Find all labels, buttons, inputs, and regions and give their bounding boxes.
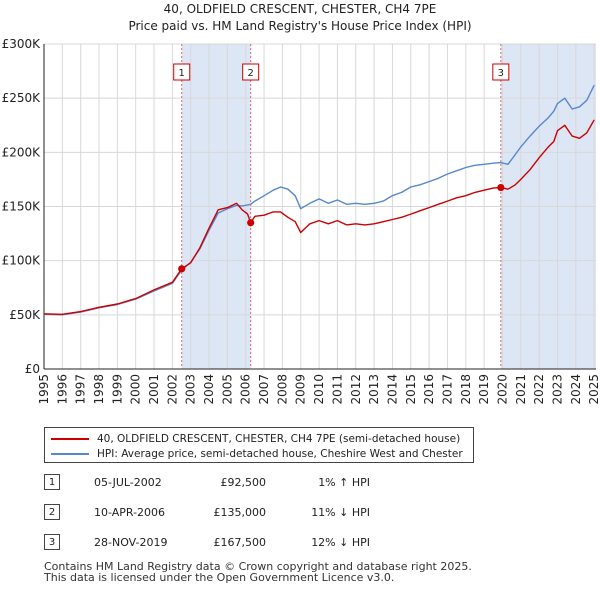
x-tick-label: 1999 bbox=[110, 374, 124, 405]
transaction-price: £167,500 bbox=[213, 536, 267, 549]
x-tick-label: 2013 bbox=[367, 374, 381, 405]
y-tick-label: £300K bbox=[2, 37, 42, 51]
x-tick-label: 2008 bbox=[275, 374, 289, 405]
x-tick-label: 2003 bbox=[184, 374, 198, 405]
y-tick-label: £200K bbox=[2, 145, 42, 159]
x-tick-label: 2024 bbox=[569, 374, 583, 405]
transaction-date: 05-JUL-2002 bbox=[94, 476, 162, 489]
x-tick-label: 2009 bbox=[294, 374, 308, 405]
chart-subtitle: Price paid vs. HM Land Registry's House … bbox=[128, 19, 471, 33]
x-tick-label: 2010 bbox=[312, 374, 326, 405]
x-tick-label: 2004 bbox=[202, 374, 216, 405]
y-tick-label: £100K bbox=[2, 254, 42, 268]
legend-label-property: 40, OLDFIELD CRESCENT, CHESTER, CH4 7PE … bbox=[97, 432, 461, 445]
x-tick-label: 2007 bbox=[257, 374, 271, 405]
x-tick-label: 2022 bbox=[532, 374, 546, 405]
legend-item-hpi: HPI: Average price, semi-detached house,… bbox=[51, 446, 467, 461]
footer-attribution: Contains HM Land Registry data © Crown c… bbox=[44, 561, 472, 583]
sale-point bbox=[178, 265, 186, 273]
transaction-badge: 2 bbox=[44, 504, 60, 520]
transaction-hpi-change: 1% ↑ HPI bbox=[318, 476, 370, 489]
x-tick-label: 2015 bbox=[404, 374, 418, 405]
x-tick-label: 1998 bbox=[92, 374, 106, 405]
transaction-price: £92,500 bbox=[220, 476, 267, 489]
x-tick-label: 2012 bbox=[349, 374, 363, 405]
transaction-hpi-change: 12% ↓ HPI bbox=[311, 536, 370, 549]
transaction-label: 1 bbox=[179, 68, 185, 79]
price-chart: 40, OLDFIELD CRESCENT, CHESTER, CH4 7PE … bbox=[2, 2, 600, 405]
sale-point bbox=[247, 219, 255, 227]
transaction-label: 3 bbox=[498, 68, 504, 79]
x-tick-label: 2006 bbox=[239, 374, 253, 405]
x-tick-label: 2021 bbox=[514, 374, 528, 405]
x-tick-label: 2005 bbox=[220, 374, 234, 405]
x-tick-label: 2018 bbox=[459, 374, 473, 405]
transaction-badge: 1 bbox=[44, 474, 60, 490]
y-tick-label: £150K bbox=[2, 200, 42, 214]
x-tick-label: 1995 bbox=[37, 374, 51, 405]
transaction-label-box bbox=[242, 63, 260, 81]
x-tick-label: 2014 bbox=[385, 374, 399, 405]
y-tick-label: £50K bbox=[9, 308, 41, 322]
legend-swatch-property bbox=[51, 437, 89, 440]
legend-label-hpi: HPI: Average price, semi-detached house,… bbox=[97, 447, 463, 460]
legend-item-property: 40, OLDFIELD CRESCENT, CHESTER, CH4 7PE … bbox=[51, 431, 467, 446]
y-tick-label: £250K bbox=[2, 91, 42, 105]
footer-line-2: This data is licensed under the Open Gov… bbox=[44, 571, 395, 584]
x-tick-label: 2011 bbox=[330, 374, 344, 405]
series-line-property bbox=[43, 119, 595, 315]
chart-legend: 40, OLDFIELD CRESCENT, CHESTER, CH4 7PE … bbox=[44, 427, 474, 463]
y-tick-label: £0 bbox=[25, 362, 40, 376]
x-tick-label: 2017 bbox=[440, 374, 454, 405]
chart-title: 40, OLDFIELD CRESCENT, CHESTER, CH4 7PE bbox=[164, 2, 437, 16]
x-tick-label: 2002 bbox=[165, 374, 179, 405]
x-tick-label: 2016 bbox=[422, 374, 436, 405]
x-tick-label: 2020 bbox=[495, 374, 509, 405]
footer-line-1: Contains HM Land Registry data © Crown c… bbox=[44, 560, 472, 573]
x-tick-label: 1996 bbox=[55, 374, 69, 405]
transaction-date: 10-APR-2006 bbox=[94, 506, 166, 519]
x-tick-label: 2019 bbox=[477, 374, 491, 405]
x-tick-label: 2023 bbox=[550, 374, 564, 405]
x-tick-label: 2000 bbox=[129, 374, 143, 405]
x-tick-label: 1997 bbox=[74, 374, 88, 405]
transaction-date: 28-NOV-2019 bbox=[94, 536, 168, 549]
transaction-price: £135,000 bbox=[213, 506, 267, 519]
legend-swatch-hpi bbox=[51, 452, 89, 455]
transaction-label-box bbox=[492, 63, 510, 81]
transaction-badge: 3 bbox=[44, 534, 60, 550]
x-tick-label: 2025 bbox=[587, 374, 600, 405]
transaction-label-box bbox=[173, 63, 191, 81]
sale-point bbox=[497, 183, 505, 192]
x-tick-label: 2001 bbox=[147, 374, 161, 405]
transaction-hpi-change: 11% ↓ HPI bbox=[311, 506, 370, 519]
transaction-label: 2 bbox=[247, 68, 253, 79]
